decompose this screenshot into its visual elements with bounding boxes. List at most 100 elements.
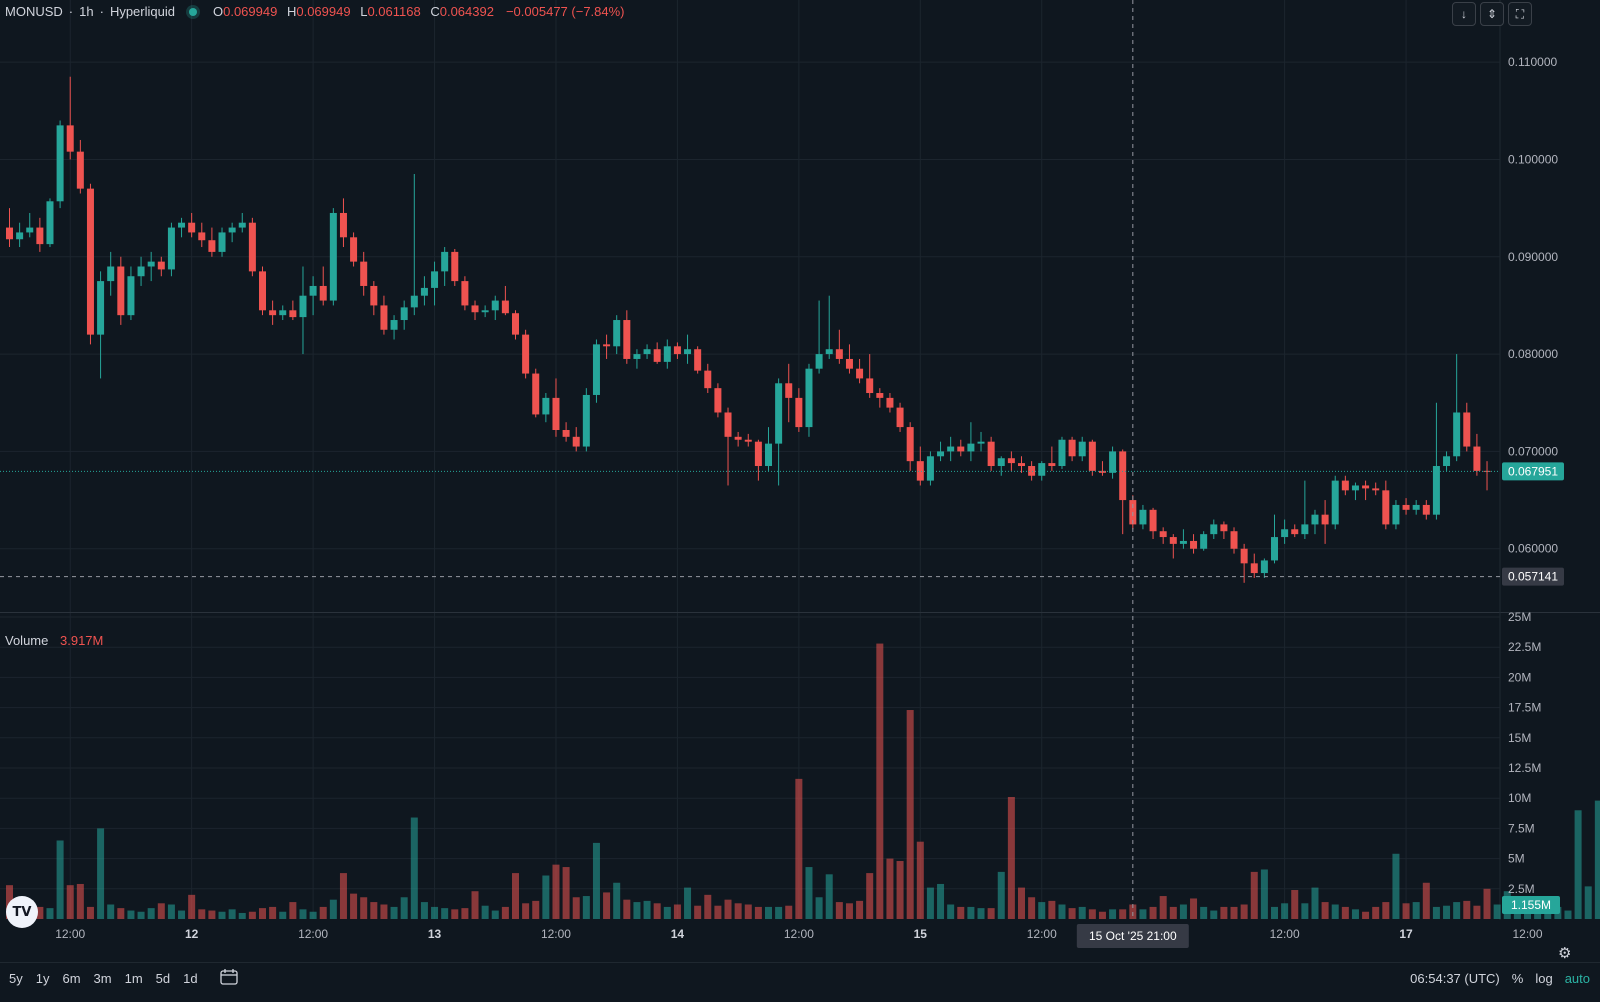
volume-bar: [1331, 904, 1339, 919]
volume-bar: [420, 902, 428, 919]
candle-body: [1007, 458, 1015, 464]
candle-body: [36, 227, 44, 245]
scroll-down-icon[interactable]: ↓: [1452, 2, 1476, 26]
percent-toggle[interactable]: %: [1511, 971, 1524, 986]
symbol-legend: MONUSD · 1h · Hyperliquid O0.069949 H0.0…: [5, 4, 625, 19]
candle-body: [1351, 485, 1359, 491]
volume-bar: [1402, 903, 1410, 919]
candle-body: [997, 458, 1005, 467]
volume-bar: [1534, 911, 1542, 919]
candle-body: [825, 349, 833, 355]
candle-body: [896, 407, 904, 428]
candle-body: [188, 222, 196, 233]
candle-body: [754, 441, 762, 467]
volume-tick-label: 10M: [1508, 791, 1531, 805]
collapse-icon[interactable]: ⇕: [1480, 2, 1504, 26]
candle-body: [350, 237, 358, 262]
volume-bar: [431, 906, 439, 919]
close-value: 0.064392: [439, 4, 494, 19]
time-tick-label: 12:00: [1270, 927, 1300, 941]
range-5d[interactable]: 5d: [155, 971, 171, 986]
volume-last-value: 1.155M: [1511, 898, 1551, 912]
candle-body: [269, 310, 277, 316]
volume-bar: [633, 902, 641, 919]
calendar-icon[interactable]: [220, 969, 238, 985]
candle-body: [1230, 531, 1238, 549]
volume-bar: [117, 908, 125, 919]
candle-body: [1190, 540, 1198, 549]
symbol-name[interactable]: MONUSD: [5, 4, 63, 19]
volume-bar: [491, 910, 499, 919]
legend-sep: ·: [99, 4, 104, 19]
range-3m[interactable]: 3m: [93, 971, 112, 986]
candle-body: [76, 151, 84, 189]
candle-body: [1392, 504, 1400, 525]
low-value: 0.061168: [367, 4, 421, 19]
range-buttons: 5y 1y 6m 3m 1m 5d 1d: [9, 971, 198, 986]
auto-toggle[interactable]: auto: [1564, 971, 1590, 986]
candle-body: [1311, 514, 1319, 525]
candle-body: [1412, 504, 1420, 510]
volume-label[interactable]: Volume: [5, 633, 49, 648]
volume-bar: [451, 909, 459, 919]
candle-body: [744, 439, 752, 442]
volume-bar: [1098, 911, 1106, 919]
volume-bar: [1200, 906, 1208, 919]
volume-bar: [775, 906, 783, 919]
candle-body: [329, 212, 337, 301]
candle-body: [1078, 441, 1086, 457]
volume-bar: [188, 894, 196, 919]
candle-body: [613, 320, 621, 347]
candle-body: [1260, 560, 1268, 574]
volume-bar: [1372, 906, 1380, 919]
time-tick-label: 12:00: [55, 927, 85, 941]
volume-tick-label: 25M: [1508, 610, 1531, 624]
range-6m[interactable]: 6m: [62, 971, 81, 986]
candle-body: [360, 261, 368, 286]
interval[interactable]: 1h: [79, 4, 94, 19]
volume-bar: [1362, 911, 1370, 919]
candle-body: [400, 307, 408, 321]
fullscreen-icon[interactable]: ⛶: [1508, 2, 1532, 26]
volume-bar: [643, 900, 651, 919]
range-1m[interactable]: 1m: [124, 971, 143, 986]
volume-bar: [198, 909, 206, 919]
volume-tick-label: 7.5M: [1508, 821, 1535, 835]
volume-bar: [684, 887, 692, 919]
volume-bar: [208, 910, 216, 919]
volume-bar: [1271, 906, 1278, 919]
time-tick-label: 12:00: [784, 927, 814, 941]
volume-bar: [876, 643, 884, 919]
candle-body: [1341, 480, 1349, 491]
volume-bar: [1149, 906, 1157, 919]
chart[interactable]: 0.067951 0.057141 15 Oct '25 21:00 1.155M 0…: [0, 0, 1600, 962]
clock[interactable]: 06:54:37 (UTC): [1410, 971, 1500, 986]
volume-bar: [350, 893, 358, 919]
volume-bar: [1048, 900, 1056, 919]
candle-body: [714, 388, 722, 413]
candle-body: [987, 441, 995, 467]
volume-bar: [815, 897, 823, 919]
candle-body: [1109, 451, 1117, 473]
candle-body: [734, 436, 742, 440]
volume-bar: [410, 817, 418, 919]
candle-body: [856, 368, 864, 379]
candle-body: [1038, 463, 1046, 476]
range-5y[interactable]: 5y: [9, 971, 23, 986]
range-1d[interactable]: 1d: [183, 971, 198, 986]
log-toggle[interactable]: log: [1535, 971, 1553, 986]
candle-body: [1422, 504, 1430, 515]
gear-icon[interactable]: ⚙: [1558, 945, 1572, 962]
candle-body: [1088, 441, 1096, 471]
candle-body: [441, 251, 449, 272]
tradingview-logo-icon[interactable]: TV: [6, 896, 38, 928]
candle-body: [1453, 412, 1461, 457]
volume-bar: [714, 905, 722, 919]
candle-body: [926, 456, 934, 481]
volume-bar: [1109, 909, 1117, 919]
volume-last-badge: [1502, 896, 1560, 915]
candle-body: [491, 300, 499, 311]
candle-body: [977, 441, 985, 444]
volume-bar: [987, 908, 995, 919]
range-1y[interactable]: 1y: [35, 971, 50, 986]
